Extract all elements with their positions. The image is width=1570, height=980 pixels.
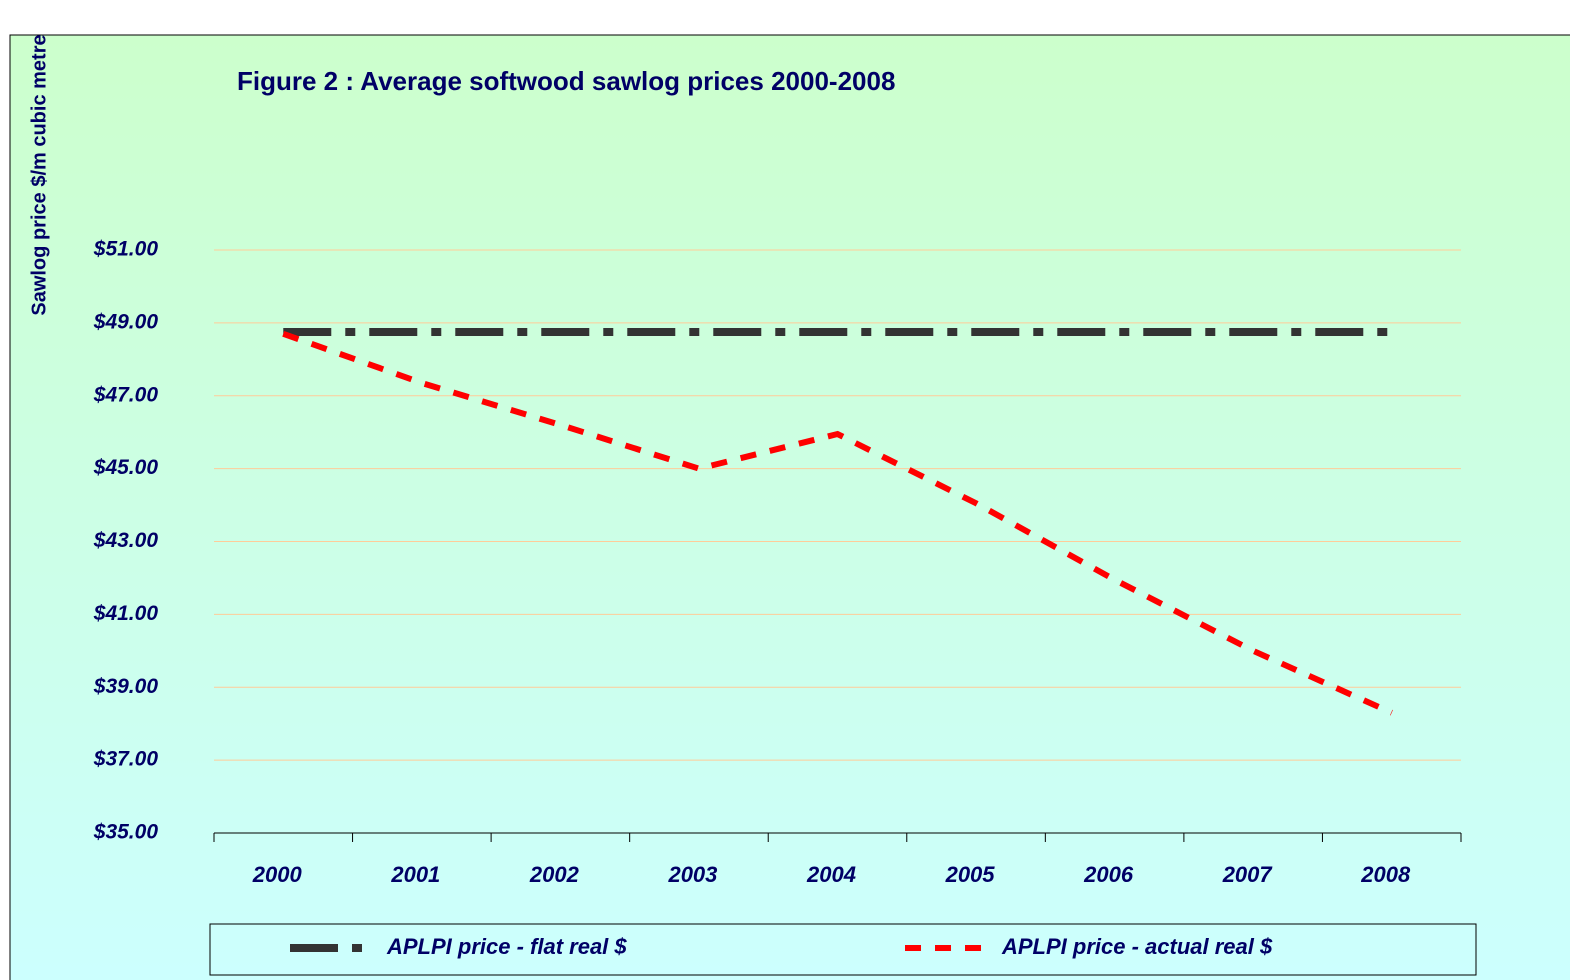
y-tick-label: $45.00 bbox=[93, 456, 159, 479]
y-tick-label: $51.00 bbox=[93, 238, 159, 261]
y-tick-label: $39.00 bbox=[93, 675, 159, 698]
y-tick-label: $35.00 bbox=[93, 821, 159, 844]
x-tick-label: 2003 bbox=[667, 862, 717, 887]
x-tick-label: 2000 bbox=[252, 862, 303, 887]
y-tick-label: $47.00 bbox=[93, 383, 159, 406]
x-tick-label: 2004 bbox=[806, 862, 856, 887]
x-tick-label: 2006 bbox=[1083, 862, 1134, 887]
x-tick-label: 2002 bbox=[529, 862, 580, 887]
legend-label: APLPI price - actual real $ bbox=[1001, 934, 1273, 959]
x-tick-label: 2001 bbox=[390, 862, 440, 887]
legend-box bbox=[209, 923, 1477, 976]
y-tick-label: $41.00 bbox=[93, 602, 159, 625]
x-tick-label: 2005 bbox=[945, 862, 996, 887]
x-tick-label: 2007 bbox=[1222, 862, 1274, 887]
series-line bbox=[282, 330, 1393, 716]
y-axis-label: Sawlog price $/m cubic metre bbox=[28, 34, 50, 315]
plot-frame bbox=[9, 34, 1570, 980]
y-tick-label: $49.00 bbox=[93, 310, 159, 333]
x-tick-label: 2008 bbox=[1360, 862, 1411, 887]
legend-label: APLPI price - flat real $ bbox=[386, 934, 627, 959]
chart-title: Figure 2 : Average softwood sawlog price… bbox=[237, 66, 895, 96]
y-tick-label: $43.00 bbox=[93, 529, 159, 552]
y-tick-label: $37.00 bbox=[93, 748, 159, 771]
